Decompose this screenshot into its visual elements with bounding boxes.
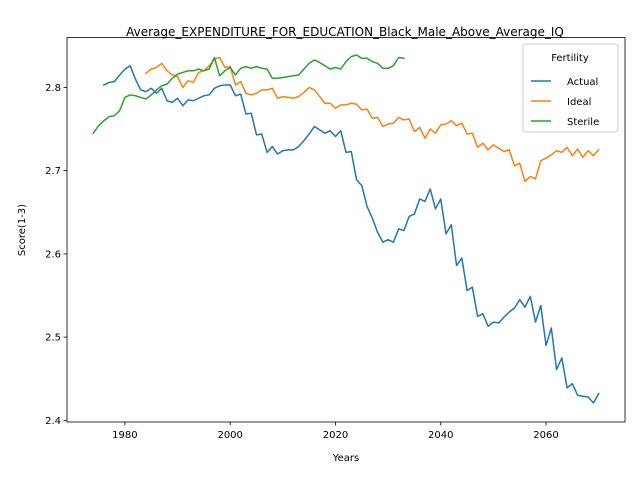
y-axis-label: Score(1-3) [17,204,28,256]
series-line-actual [102,65,600,404]
series-line-sterile [92,54,405,135]
x-tick-label: 2040 [428,430,453,441]
x-axis-label: Years [332,453,359,464]
x-axis-ticks: 1980 2000 2020 2040 2060 [112,422,559,441]
legend-title: Fertility [551,53,589,64]
series-line-ideal [144,56,600,183]
legend-label-sterile: Sterile [567,117,599,128]
plot-frame [66,37,626,423]
y-tick-label: 2.5 [45,333,61,344]
plot-lines [92,54,600,404]
x-tick-label: 2060 [533,430,558,441]
legend-entries: Actual Ideal Sterile [531,77,599,128]
chart-title: Average_EXPENDITURE_FOR_EDUCATION_Black_… [126,25,564,39]
y-tick-label: 2.8 [45,83,61,94]
legend-box [522,43,619,133]
y-tick-label: 2.7 [45,166,61,177]
y-tick-label: 2.4 [45,416,61,427]
x-tick-label: 2020 [323,430,348,441]
y-axis-ticks: 2.4 2.5 2.6 2.7 2.8 [45,83,67,427]
x-tick-label: 1980 [112,430,137,441]
legend-label-ideal: Ideal [567,97,591,108]
legend-label-actual: Actual [567,77,598,88]
y-tick-label: 2.6 [45,249,61,260]
x-tick-label: 2000 [217,430,242,441]
legend: Fertility Actual Ideal Sterile [522,43,619,133]
